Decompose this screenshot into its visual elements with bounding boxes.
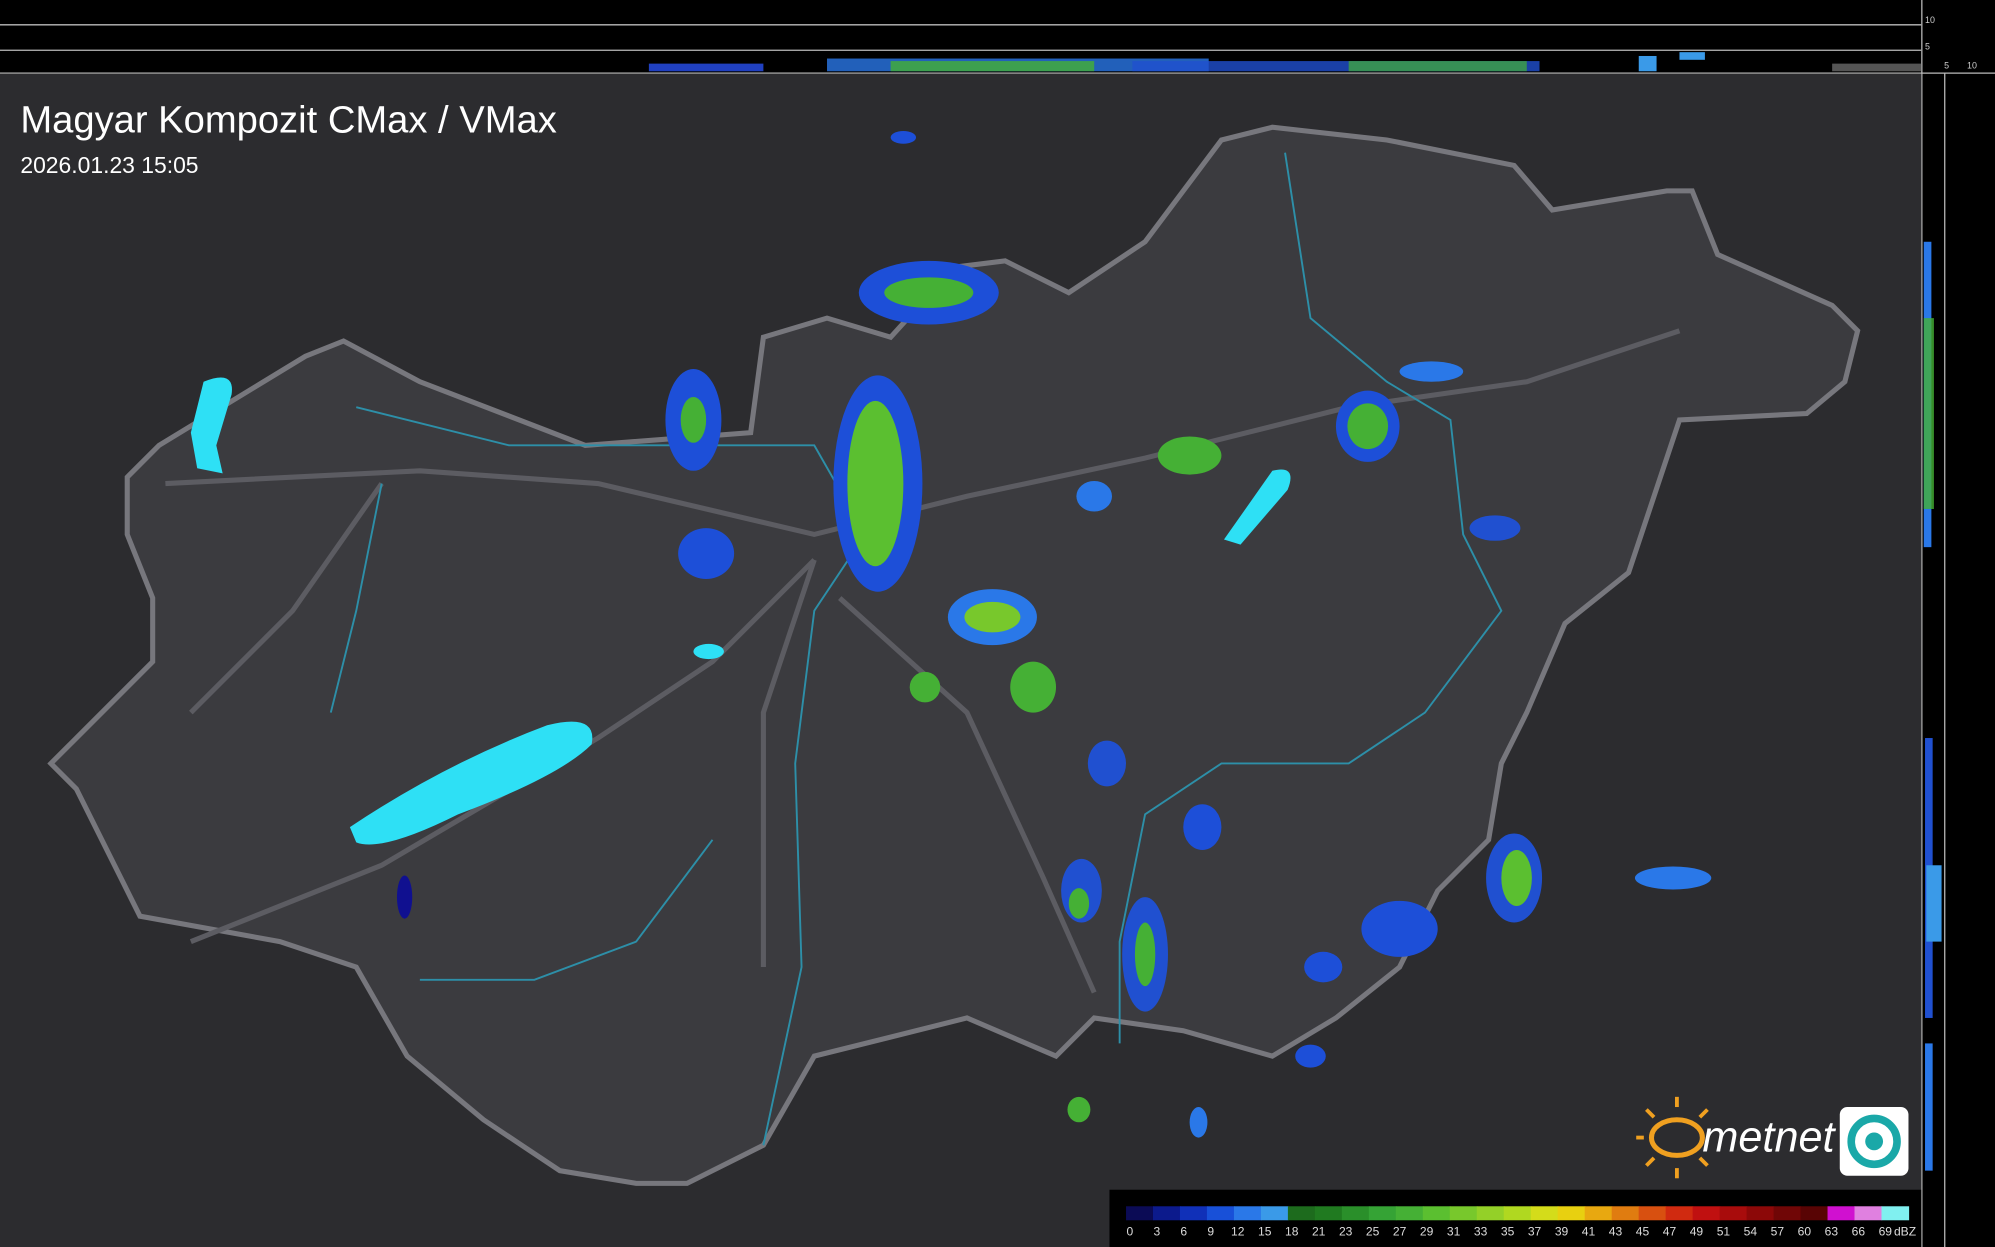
legend-swatch <box>1746 1206 1775 1221</box>
profile-label: 10 <box>1925 15 1935 25</box>
legend-swatch <box>1557 1206 1586 1221</box>
legend-label: 35 <box>1501 1225 1515 1239</box>
legend-swatch <box>1476 1206 1505 1221</box>
legend-label: 47 <box>1663 1225 1677 1239</box>
legend-label: 69 <box>1879 1225 1893 1239</box>
legend-swatch <box>1179 1206 1208 1221</box>
legend-label: 60 <box>1798 1225 1812 1239</box>
legend-label: 9 <box>1207 1225 1214 1239</box>
legend-label: 43 <box>1609 1225 1623 1239</box>
legend-swatch <box>1152 1206 1181 1221</box>
legend-swatch <box>1665 1206 1694 1221</box>
right-profile <box>1923 72 1946 1247</box>
legend-swatch <box>1395 1206 1424 1221</box>
radar-echoes <box>396 131 1712 1138</box>
legend-swatch <box>1260 1206 1289 1221</box>
legend-label: 15 <box>1258 1225 1272 1239</box>
legend-swatch <box>1773 1206 1802 1221</box>
legend-label: 6 <box>1180 1225 1187 1239</box>
legend-swatch <box>1503 1206 1532 1221</box>
legend-label: 31 <box>1447 1225 1461 1239</box>
legend-swatch <box>1827 1206 1856 1221</box>
legend-label: 29 <box>1420 1225 1434 1239</box>
legend-swatch <box>1126 1206 1154 1221</box>
legend-swatch <box>1233 1206 1262 1221</box>
legend-swatch <box>1287 1206 1316 1221</box>
legend-label: 3 <box>1153 1225 1160 1239</box>
legend-label: 12 <box>1231 1225 1245 1239</box>
legend-unit: dBZ <box>1894 1225 1916 1239</box>
legend-swatch <box>1314 1206 1343 1221</box>
legend-swatch <box>1692 1206 1721 1221</box>
profile-label: 10 <box>1967 61 1977 71</box>
legend-swatch <box>1638 1206 1667 1221</box>
lakes <box>190 377 1291 845</box>
legend-label: 66 <box>1852 1225 1866 1239</box>
map-title: Magyar Kompozit CMax / VMax <box>20 98 556 141</box>
logo-text: metnet <box>1702 1114 1836 1162</box>
legend-label: 39 <box>1555 1225 1569 1239</box>
legend-swatch <box>1881 1206 1910 1221</box>
roads <box>165 328 1681 994</box>
legend-swatch <box>1449 1206 1478 1221</box>
legend-label: 25 <box>1366 1225 1380 1239</box>
legend-swatch <box>1584 1206 1613 1221</box>
profile-label: 5 <box>1944 61 1949 71</box>
legend-label: 45 <box>1636 1225 1650 1239</box>
profile-label: 5 <box>1925 42 1930 52</box>
legend-swatch <box>1611 1206 1640 1221</box>
legend-label: 49 <box>1690 1225 1704 1239</box>
legend-label: 18 <box>1285 1225 1299 1239</box>
legend-label: 57 <box>1771 1225 1785 1239</box>
timestamp: 2026.01.23 15:05 <box>20 152 198 178</box>
legend: 0 3 6 9 12 15 18 21 23 25 27 29 31 33 35 37 39 41 43 45 47 49… <box>1109 1189 1922 1247</box>
legend-swatch <box>1719 1206 1748 1221</box>
legend-swatch <box>1530 1206 1559 1221</box>
legend-swatch <box>1341 1206 1370 1221</box>
legend-label: 37 <box>1528 1225 1542 1239</box>
logo: metnet <box>1636 1096 1909 1179</box>
legend-swatch <box>1800 1206 1829 1221</box>
legend-label: 27 <box>1393 1225 1407 1239</box>
legend-label: 63 <box>1825 1225 1839 1239</box>
legend-swatch <box>1854 1206 1883 1221</box>
legend-swatch <box>1206 1206 1235 1221</box>
legend-label: 23 <box>1339 1225 1353 1239</box>
legend-swatch <box>1422 1206 1451 1221</box>
legend-label: 0 <box>1126 1225 1133 1239</box>
legend-label: 41 <box>1582 1225 1596 1239</box>
legend-label: 21 <box>1312 1225 1326 1239</box>
legend-swatch <box>1368 1206 1397 1221</box>
legend-label: 33 <box>1474 1225 1488 1239</box>
legend-label: 51 <box>1717 1225 1731 1239</box>
legend-label: 54 <box>1744 1225 1758 1239</box>
